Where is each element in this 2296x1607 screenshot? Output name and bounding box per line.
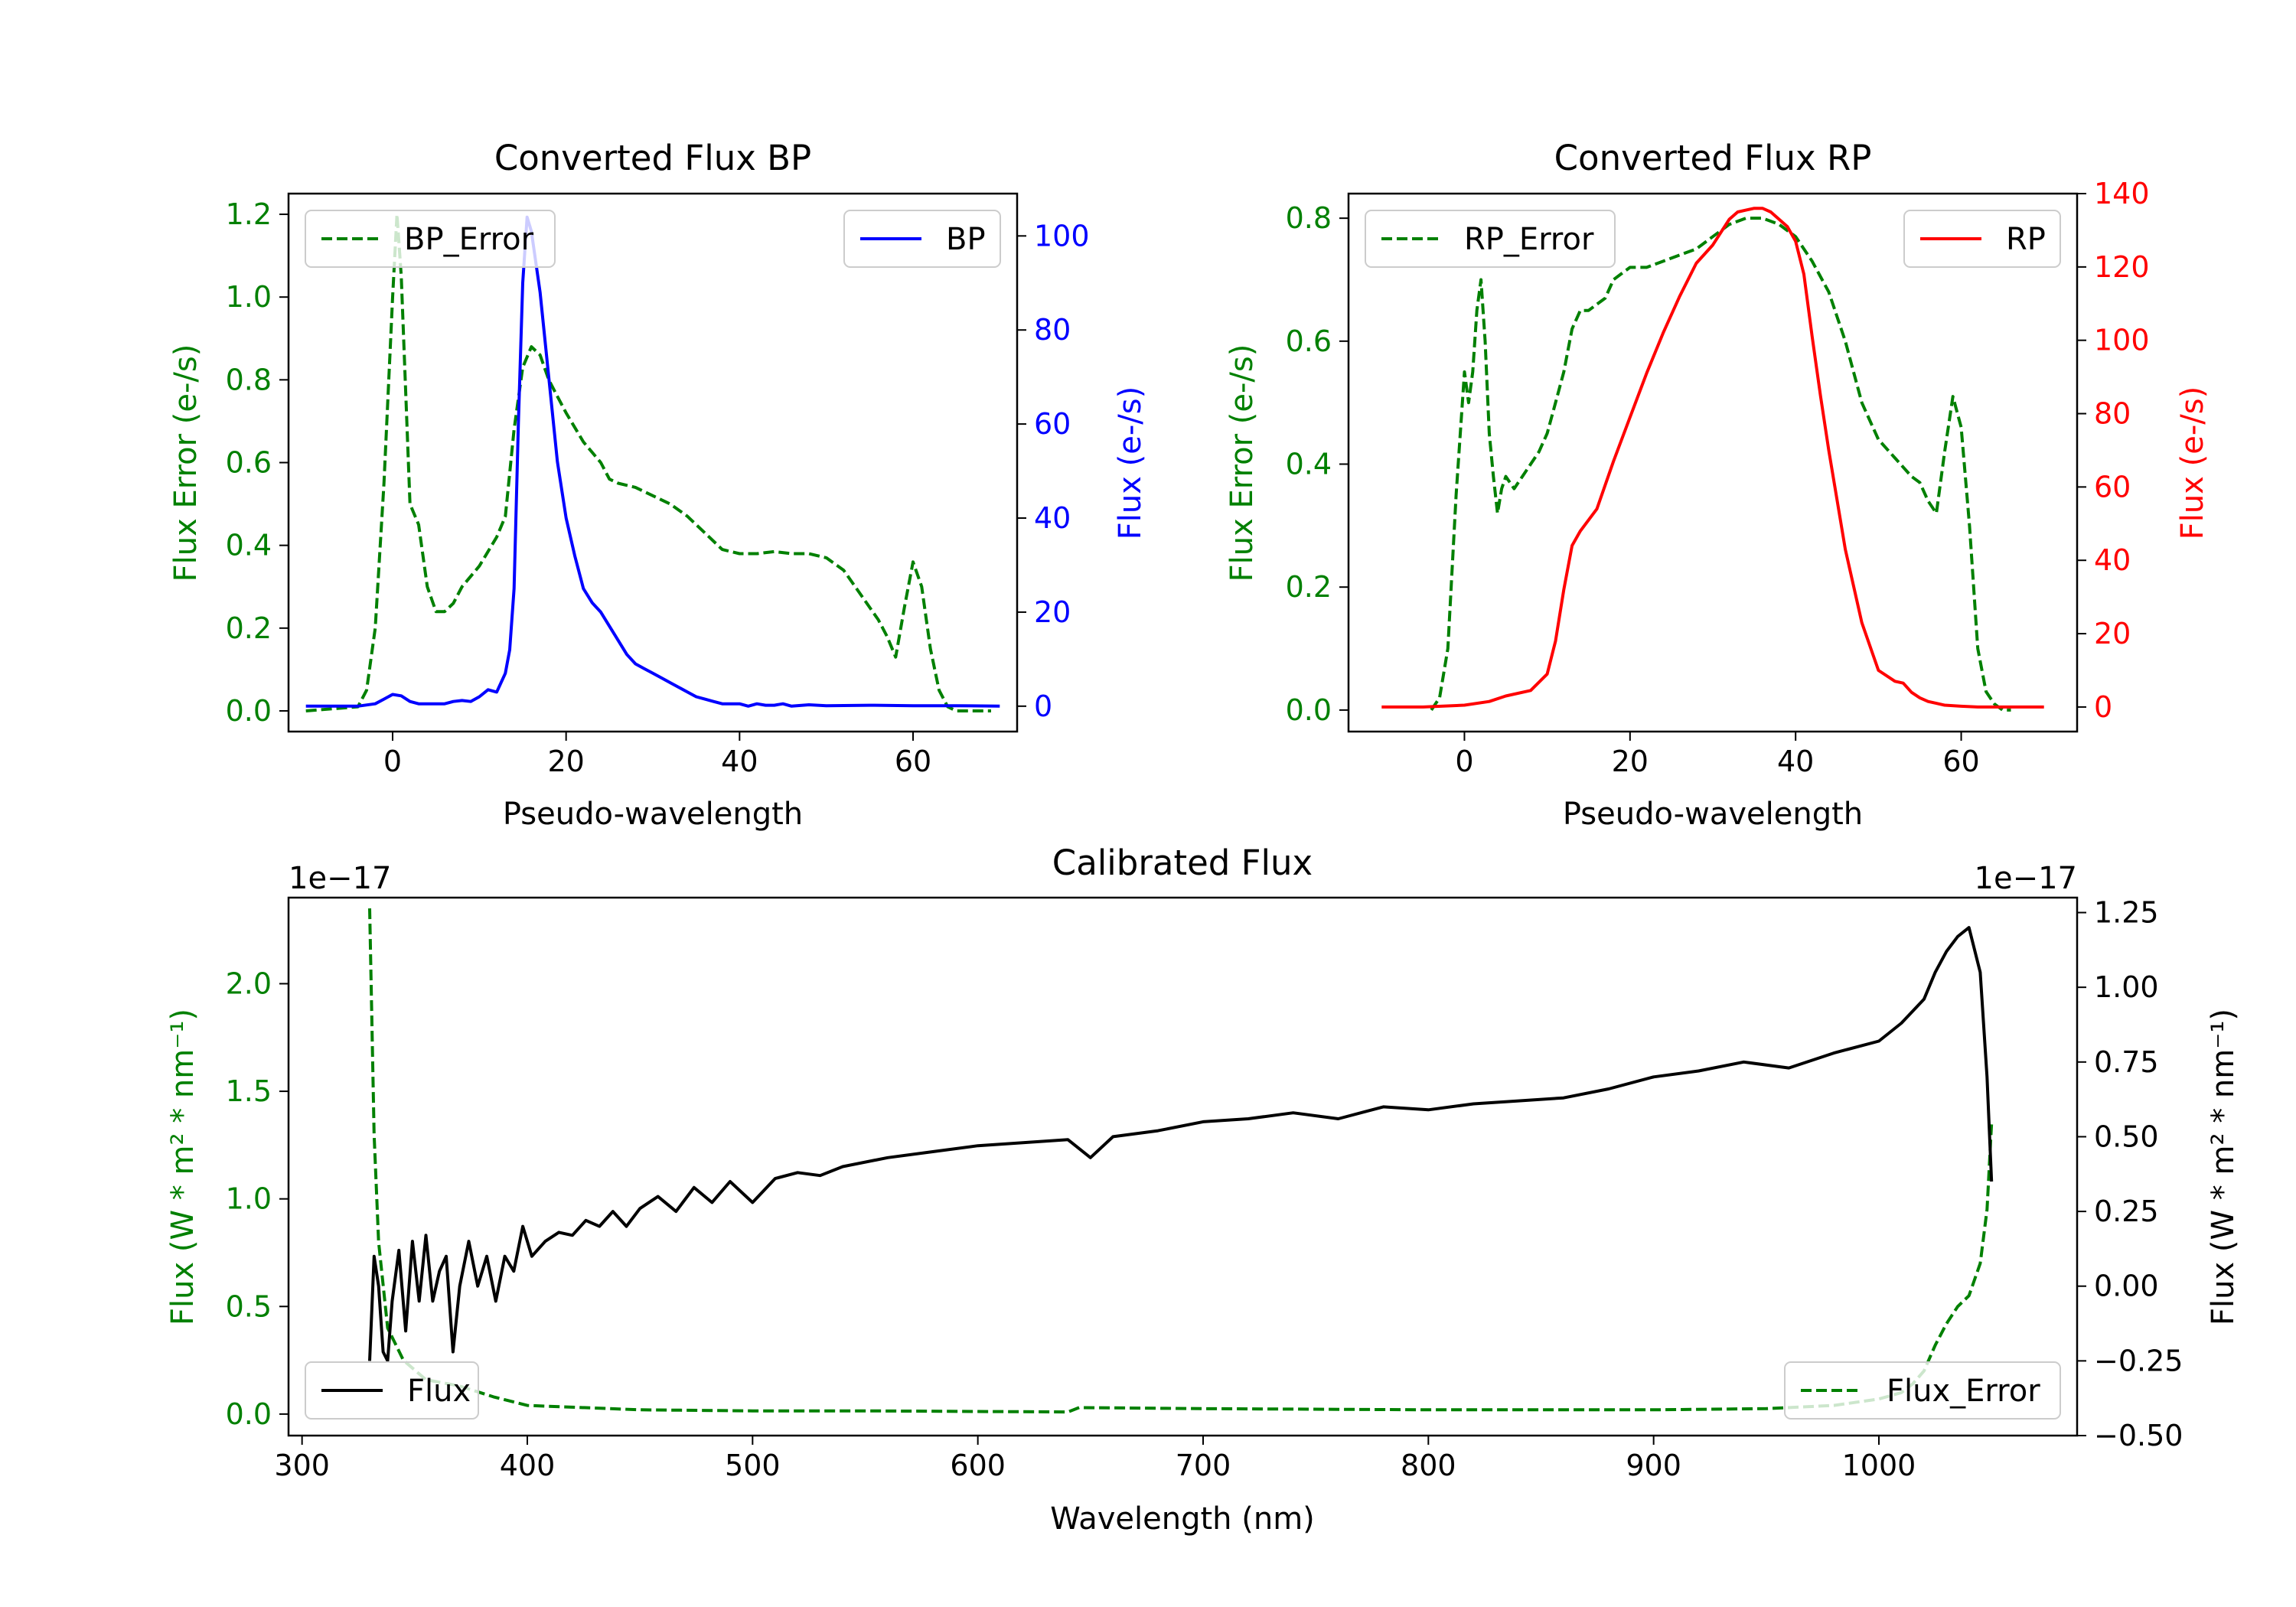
rp-right-ytick-label: 80 [2094,397,2131,431]
cal-left-ytick-label: 1.5 [226,1074,272,1108]
rp-axes-frame [1347,192,2079,733]
cal-xtick-label: 800 [1401,1449,1456,1482]
bp-legend-flux-box [843,210,1001,268]
bp-right-ytick-label: 40 [1034,501,1071,535]
cal-legend-flux: Flux [305,1361,479,1420]
bp-left-ytick-label: 0.8 [226,363,272,396]
rp-left-ytick-label: 0.0 [1286,693,1332,727]
rp-xtick-label: 40 [1777,745,1814,778]
cal-right-ytick-label: −0.50 [2094,1419,2183,1452]
bp-right-ytick-label: 0 [1034,689,1052,723]
bp-left-ytick-label: 0.4 [226,529,272,562]
rp-chart-panel: Converted Flux RP 0 20 40 60 0.0 0.2 0.4 0.6 0.8… [1225,138,2210,832]
rp-left-ytick-label: 0.2 [1286,570,1332,604]
cal-legend-flux-label: Flux [407,1374,471,1409]
bp-left-ytick-label: 0.0 [226,694,272,728]
cal-left-ylabel: Flux (W * m² * nm⁻¹) [165,1009,201,1325]
rp-left-ytick-label: 0.6 [1286,324,1332,358]
rp-right-ytick-label: 60 [2094,470,2131,504]
rp-xtick-label: 20 [1612,745,1649,778]
rp-right-ytick-label: 0 [2094,690,2112,724]
bp-left-ytick-label: 1.2 [226,197,272,231]
bp-legend-error-label: BP_Error [404,222,534,257]
cal-xtick-label: 600 [950,1449,1006,1482]
bp-chart-title: Converted Flux BP [494,138,811,178]
cal-xtick-label: 500 [725,1449,781,1482]
cal-xtick-label: 300 [274,1449,330,1482]
cal-left-ytick-label: 1.0 [226,1182,272,1216]
bp-series-bp [305,215,1000,708]
rp-right-ytick-label: 100 [2094,324,2150,357]
cal-chart-title: Calibrated Flux [1052,843,1313,883]
rp-legend-flux-box [1903,210,2061,268]
cal-xtick-label: 1000 [1842,1449,1916,1482]
cal-series-flux [368,926,1994,1363]
bp-left-ytick-label: 1.0 [226,280,272,314]
cal-xlabel: Wavelength (nm) [1050,1501,1315,1537]
rp-chart-title: Converted Flux RP [1554,138,1872,178]
bp-right-ytick-label: 60 [1034,407,1071,441]
cal-right-ylabel: Flux (W * m² * nm⁻¹) [2206,1009,2241,1325]
cal-right-ytick-label: 0.00 [2094,1270,2159,1303]
bp-right-ytick-label: 20 [1034,595,1071,629]
cal-right-ytick-label: 0.50 [2094,1120,2159,1153]
cal-xtick-label: 400 [500,1449,556,1482]
bp-left-ylabel: Flux Error (e-/s) [168,344,204,582]
bp-xtick-label: 60 [895,745,931,778]
bp-right-ylabel: Flux (e-/s) [1113,386,1148,539]
cal-right-ytick-label: 0.25 [2094,1195,2159,1228]
rp-xtick-label: 60 [1942,745,1979,778]
bp-left-ytick-label: 0.6 [226,446,272,480]
rp-xlabel: Pseudo-wavelength [1563,797,1863,832]
rp-left-ylabel: Flux Error (e-/s) [1225,344,1260,582]
cal-xtick-label: 700 [1176,1449,1231,1482]
cal-axes-frame [287,896,2079,1437]
rp-legend-flux: RP [1903,210,2061,268]
rp-right-ytick-label: 40 [2094,543,2131,577]
rp-series-rp-error [1430,217,2011,712]
bp-legend-error: BP_Error [305,210,556,268]
bp-xlabel: Pseudo-wavelength [503,797,803,832]
rp-right-ytick-label: 20 [2094,617,2131,650]
cal-legend-flux-box [305,1361,479,1420]
cal-legend-error-label: Flux_Error [1887,1374,2040,1409]
cal-right-offset-text: 1e−17 [1975,861,2077,896]
rp-right-ytick-label: 140 [2094,177,2150,210]
cal-xtick-label: 900 [1626,1449,1681,1482]
rp-left-ytick-label: 0.4 [1286,448,1332,481]
rp-legend-flux-label: RP [2006,222,2046,257]
bp-xtick-label: 40 [721,745,758,778]
bp-right-ytick-label: 100 [1034,219,1090,253]
cal-right-ytick-label: 0.75 [2094,1045,2159,1079]
cal-left-ytick-label: 2.0 [226,966,272,1000]
cal-left-ytick-label: 0.5 [226,1289,272,1323]
bp-series-bp-error [305,213,991,712]
rp-legend-error-label: RP_Error [1464,222,1594,257]
bp-xtick-label: 0 [383,745,402,778]
bp-xtick-label: 20 [547,745,584,778]
bp-legend-flux-label: BP [946,222,986,257]
cal-left-ytick-label: 0.0 [226,1397,272,1431]
rp-xtick-label: 0 [1455,745,1473,778]
cal-legend-error: Flux_Error [1784,1361,2061,1420]
cal-left-offset-text: 1e−17 [289,861,391,896]
rp-legend-error: RP_Error [1365,210,1616,268]
bp-right-ytick-label: 80 [1034,313,1071,347]
rp-right-ylabel: Flux (e-/s) [2175,386,2210,539]
cal-right-ytick-label: −0.25 [2094,1344,2183,1377]
cal-legend-error-box [1784,1361,2061,1420]
bp-chart-panel: Converted Flux BP 0 20 40 60 0.0 0.2 0.4 0.6 0.8… [168,138,1148,832]
cal-right-ytick-label: 1.25 [2094,896,2159,930]
bp-legend-flux: BP [843,210,1001,268]
bp-left-ytick-label: 0.2 [226,611,272,645]
rp-right-ytick-label: 120 [2094,250,2150,284]
cal-right-ytick-label: 1.00 [2094,970,2159,1004]
rp-legend-error-box [1365,210,1616,268]
calibrated-chart-panel: Calibrated Flux 1e−17 1e−17 300 400 500 600… [165,843,2241,1537]
rp-left-ytick-label: 0.8 [1286,201,1332,235]
bp-legend-error-box [305,210,556,268]
rp-series-rp [1381,207,2044,709]
